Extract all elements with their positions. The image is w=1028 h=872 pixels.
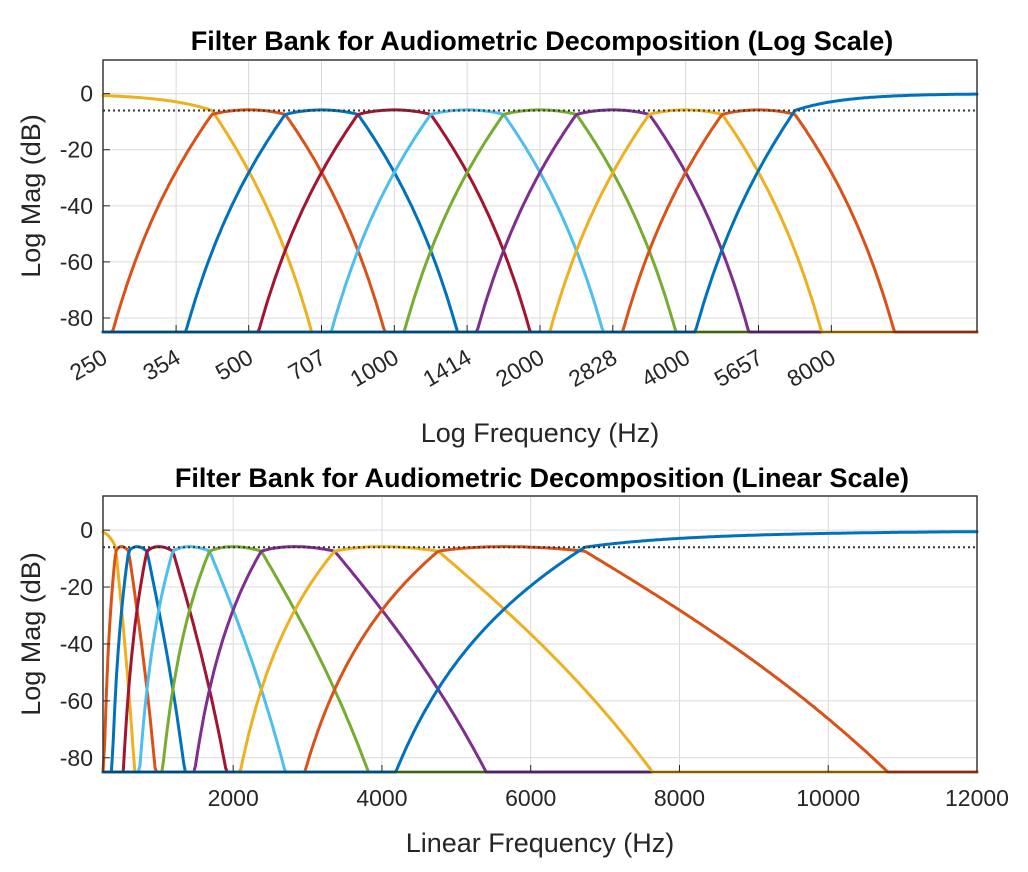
log-x-tick-label: 5657 [710, 344, 767, 392]
linear-plot-area [102, 495, 978, 773]
log-x-tick-label: 8000 [783, 344, 840, 392]
linear-x-ticks: 2000 4000 6000 8000 10000 12000 [208, 765, 1009, 811]
linear-x-tick-label: 6000 [505, 785, 556, 811]
log-x-tick-label: 354 [138, 344, 184, 386]
log-y-tick-label: -60 [60, 249, 93, 275]
linear-y-tick-label: 0 [80, 517, 93, 543]
linear-y-axis-label: Log Mag (dB) [16, 552, 46, 716]
log-scale-panel: Filter Bank for Audiometric Decompositio… [16, 26, 979, 448]
log-x-axis-label: Log Frequency (Hz) [421, 418, 660, 448]
linear-y-tick-label: -40 [60, 631, 93, 657]
log-y-ticks: 0 -20 -40 -60 -80 [60, 81, 110, 331]
linear-x-tick-label: 8000 [654, 785, 705, 811]
log-y-tick-label: -80 [60, 305, 93, 331]
log-x-ticks: 250 354 500 707 1000 1414 2000 2828 4000 5657 8000 [65, 325, 840, 392]
log-x-tick-label: 2828 [564, 344, 621, 392]
linear-y-tick-label: -80 [60, 745, 93, 771]
log-y-tick-label: 0 [80, 81, 93, 107]
linear-x-tick-label: 10000 [796, 785, 860, 811]
linear-y-tick-label: -20 [60, 574, 93, 600]
log-x-tick-label: 2000 [491, 344, 548, 392]
linear-x-tick-label: 2000 [208, 785, 259, 811]
log-chart-title: Filter Bank for Audiometric Decompositio… [191, 26, 894, 56]
linear-scale-panel: Filter Bank for Audiometric Decompositio… [16, 463, 1009, 858]
log-x-tick-label: 1000 [346, 344, 403, 392]
linear-y-ticks: 0 -20 -40 -60 -80 [60, 517, 110, 771]
log-x-tick-label: 4000 [637, 344, 694, 392]
linear-axes-frame [102, 495, 978, 773]
linear-x-tick-label: 12000 [945, 785, 1009, 811]
log-x-tick-label: 707 [284, 344, 330, 386]
linear-y-tick-label: -60 [60, 688, 93, 714]
log-y-tick-label: -20 [60, 137, 93, 163]
log-x-tick-label: 250 [65, 344, 111, 386]
linear-x-axis-label: Linear Frequency (Hz) [406, 828, 675, 858]
log-y-axis-label: Log Mag (dB) [16, 114, 46, 278]
linear-chart-title: Filter Bank for Audiometric Decompositio… [175, 463, 909, 493]
log-y-tick-label: -40 [60, 193, 93, 219]
log-x-tick-label: 1414 [418, 344, 475, 392]
log-x-tick-label: 500 [211, 344, 257, 386]
linear-x-tick-label: 4000 [356, 785, 407, 811]
